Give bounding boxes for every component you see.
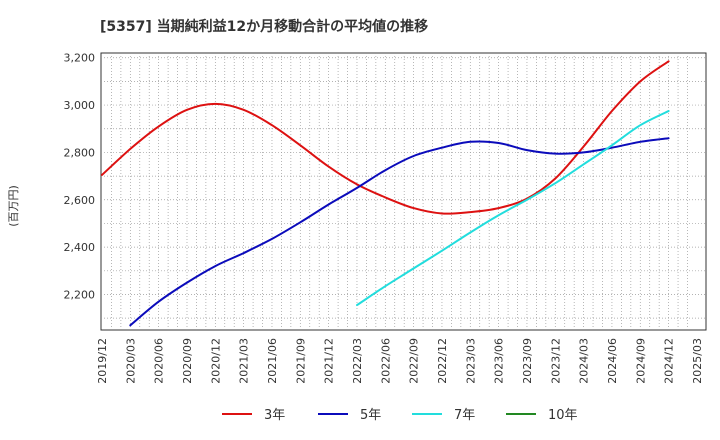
series-line-1 xyxy=(101,60,670,215)
x-tick-labels: 2019/12 2020/03 2020/06 2020/09 2020/12 2021/… xyxy=(96,338,704,384)
x-tick-label: 2024/12 xyxy=(663,338,676,384)
legend-label-4: 10年 xyxy=(548,408,578,423)
chart-title: [5357] 当期純利益12か月移動合計の平均値の推移 xyxy=(100,18,428,35)
x-tick-label: 2020/03 xyxy=(124,338,137,384)
x-tick-label: 2021/03 xyxy=(238,338,251,384)
legend-label-2: 5年 xyxy=(360,408,381,423)
series-line-3 xyxy=(356,110,670,307)
x-tick-label: 2021/06 xyxy=(266,338,279,384)
x-tick-label: 2022/06 xyxy=(379,338,392,384)
x-tick-label: 2022/03 xyxy=(351,338,364,384)
plot-area xyxy=(100,52,707,331)
y-tick-label: 2,600 xyxy=(64,194,96,207)
x-tick-label: 2020/09 xyxy=(181,338,194,384)
legend: 3年 5年 7年 10年 xyxy=(222,408,578,423)
y-tick-label: 2,400 xyxy=(64,241,96,254)
x-tick-label: 2023/03 xyxy=(464,338,477,384)
x-tick-label: 2024/09 xyxy=(634,338,647,384)
y-tick-label: 2,800 xyxy=(64,146,96,159)
x-tick-label: 2019/12 xyxy=(96,338,109,384)
x-tick-label: 2025/03 xyxy=(691,338,704,384)
x-tick-label: 2021/12 xyxy=(323,338,336,384)
y-tick-labels: 2,200 2,400 2,600 2,800 3,000 3,200 xyxy=(64,52,96,302)
x-tick-label: 2023/06 xyxy=(493,338,506,384)
series-lines xyxy=(101,60,670,327)
y-tick-label: 3,000 xyxy=(64,99,96,112)
x-tick-label: 2020/06 xyxy=(153,338,166,384)
x-tick-label: 2022/12 xyxy=(436,338,449,384)
x-tick-label: 2024/06 xyxy=(606,338,619,384)
y-tick-label: 3,200 xyxy=(64,52,96,65)
series-line-2 xyxy=(129,137,670,327)
grid xyxy=(101,53,706,330)
x-tick-label: 2022/09 xyxy=(408,338,421,384)
y-tick-label: 2,200 xyxy=(64,288,96,301)
x-tick-label: 2023/12 xyxy=(549,338,562,384)
y-axis-label: (百万円) xyxy=(7,185,20,227)
legend-label-1: 3年 xyxy=(264,408,285,423)
x-tick-label: 2021/09 xyxy=(294,338,307,384)
x-tick-label: 2020/12 xyxy=(209,338,222,384)
x-tick-label: 2024/03 xyxy=(578,338,591,384)
x-tick-label: 2023/09 xyxy=(521,338,534,384)
legend-label-3: 7年 xyxy=(454,408,475,423)
